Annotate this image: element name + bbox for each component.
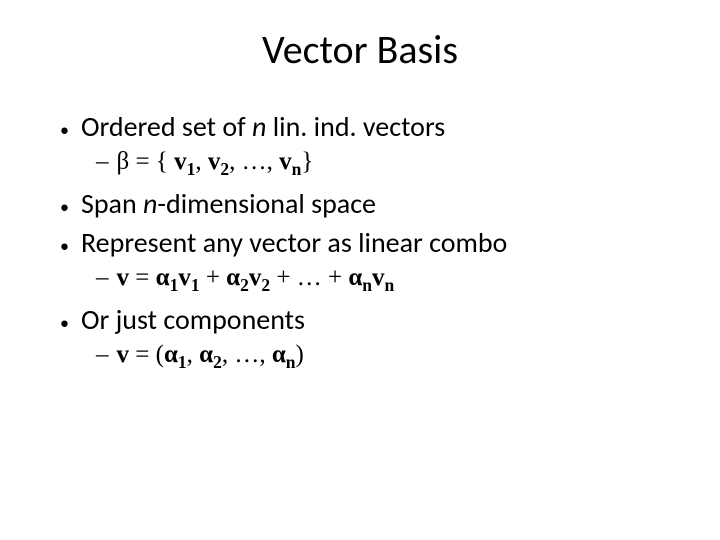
bullet-dot-icon: • (60, 193, 69, 221)
bullet-ordered-set: • Ordered set of n lin. ind. vectors (60, 109, 680, 144)
bullet-represent: • Represent any vector as linear combo (60, 225, 680, 260)
bullet-dot-icon: • (60, 232, 69, 260)
dash-icon: – (96, 148, 109, 176)
slide-container: Vector Basis • Ordered set of n lin. ind… (0, 0, 720, 419)
dash-icon: – (96, 264, 109, 292)
bullet-text: Span n-dimensional space (81, 186, 376, 221)
bullet-text: Or just components (81, 302, 305, 337)
dash-icon: – (96, 341, 109, 369)
bullet-text: Represent any vector as linear combo (81, 225, 507, 260)
bullet-components-formula: – v = (α1, α2, …, αn) (96, 341, 680, 373)
bullet-text: Ordered set of n lin. ind. vectors (81, 109, 445, 144)
formula-text: v = α1v1 + α2v2 + … + αnvn (117, 264, 395, 296)
bullet-beta-def: – β = { v1, v2, …, vn} (96, 148, 680, 180)
slide-content: • Ordered set of n lin. ind. vectors – β… (40, 109, 680, 373)
formula-text: v = (α1, α2, …, αn) (117, 341, 304, 373)
bullet-dot-icon: • (60, 309, 69, 337)
formula-text: β = { v1, v2, …, vn} (117, 148, 314, 180)
bullet-dot-icon: • (60, 116, 69, 144)
bullet-components: • Or just components (60, 302, 680, 337)
bullet-linear-combo: – v = α1v1 + α2v2 + … + αnvn (96, 264, 680, 296)
slide-title: Vector Basis (40, 25, 680, 74)
bullet-span: • Span n-dimensional space (60, 186, 680, 221)
